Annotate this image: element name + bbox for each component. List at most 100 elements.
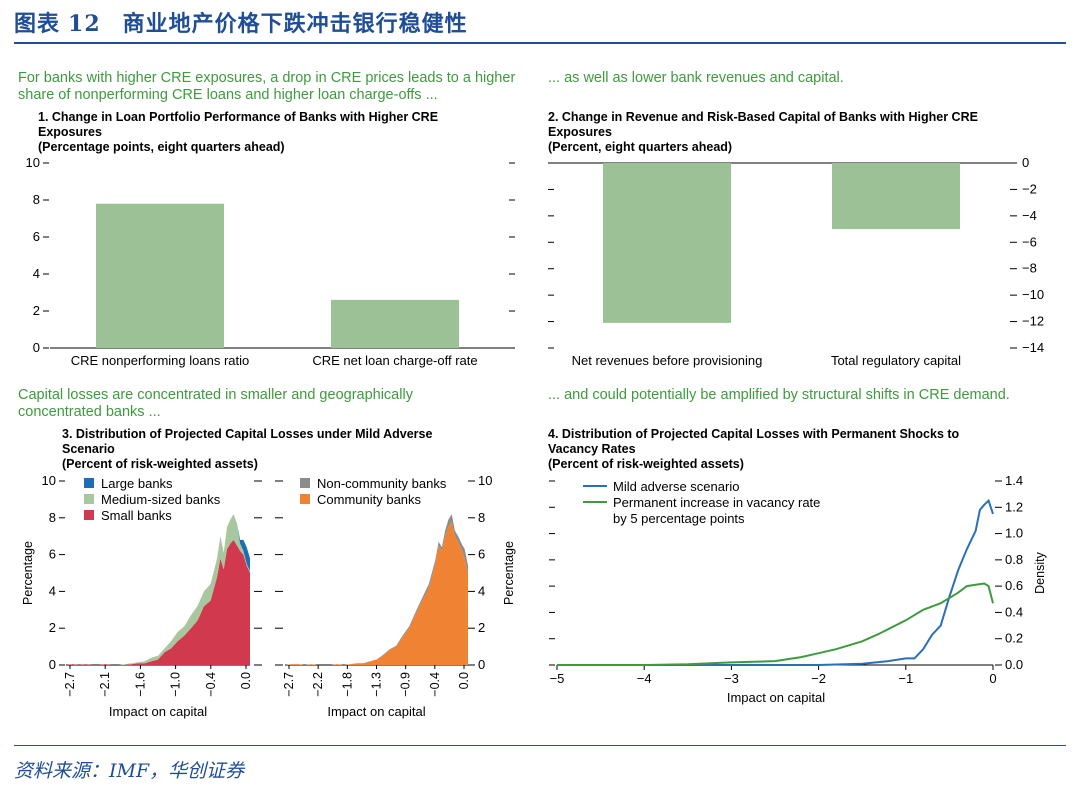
panel2-category-label-0: Net revenues before provisioning xyxy=(572,353,763,368)
panel1-category-label-0: CRE nonperforming loans ratio xyxy=(71,353,249,368)
figure-title: 商业地产价格下跌冲击银行稳健性 xyxy=(122,11,468,37)
panel4-ylabel: Density xyxy=(1033,551,1047,593)
panel2-category-label-1: Total regulatory capital xyxy=(831,353,961,368)
panel3a-legend-swatch-0 xyxy=(84,478,94,488)
caption-top-left: For banks with higher CRE exposures, a d… xyxy=(18,70,516,103)
panel3b-xlabel: Impact on capital xyxy=(327,704,425,719)
panel1-ytick-label-0: 0 xyxy=(33,340,40,355)
panel2-ytick-label-0: 0 xyxy=(1022,155,1029,170)
panel4-line-0 xyxy=(557,498,994,666)
panel4-xtick-label-0: −5 xyxy=(550,671,565,686)
panel1-bar-1 xyxy=(331,299,459,348)
panel4-ytick-label-2: 0.4 xyxy=(1005,604,1023,619)
panel4-legend-label-0: Mild adverse scenario xyxy=(613,479,739,494)
panel3b-legend-swatch-1 xyxy=(300,494,310,504)
panel4-xtick-label-1: −4 xyxy=(637,671,652,686)
panel3a-xtick-label-1: −2.1 xyxy=(98,672,112,697)
footer-rule xyxy=(14,745,1066,746)
panel3b-xtick-label-6: 0.0 xyxy=(457,672,471,689)
figure-header: 图表 12 商业地产价格下跌冲击银行稳健性 xyxy=(14,6,468,38)
panel3b-xtick-label-1: −2.2 xyxy=(311,672,325,697)
panel3a-xtick-label-2: −1.6 xyxy=(133,672,147,697)
panel3b-legend-label-0: Non-community banks xyxy=(317,476,447,491)
panel3a-legend-label-0: Large banks xyxy=(101,476,173,491)
panel4-subtitle: (Percent of risk-weighted assets) xyxy=(548,457,744,471)
panel3-ylabel-right: Percentage xyxy=(502,541,516,605)
panel3-ytick-label-left-3: 6 xyxy=(49,547,56,562)
panel3-ytick-label-left-1: 2 xyxy=(49,620,56,635)
panel3a-xtick-label-4: −0.4 xyxy=(204,672,218,697)
panel1-title: 1. Change in Loan Portfolio Performance … xyxy=(38,110,468,155)
panel3a-xtick-label-0: −2.7 xyxy=(63,672,77,697)
panel2-title-text: 2. Change in Revenue and Risk-Based Capi… xyxy=(548,110,978,139)
panel4-ytick-label-1: 0.2 xyxy=(1005,631,1023,646)
figure-label: 图表 xyxy=(14,11,61,37)
panel4-xtick-label-4: −1 xyxy=(898,671,913,686)
panel3a-area-0 xyxy=(66,539,250,665)
panel2-ytick-label-6: −12 xyxy=(1022,314,1044,329)
panel2-ytick-label-5: −10 xyxy=(1022,287,1044,302)
caption-top-right: ... as well as lower bank revenues and c… xyxy=(548,70,844,86)
panel1-ytick-label-3: 6 xyxy=(33,229,40,244)
panel3a-legend-swatch-2 xyxy=(84,510,94,520)
panel1-ytick-label-5: 10 xyxy=(26,155,40,170)
panel3a-legend-swatch-1 xyxy=(84,494,94,504)
panel2-ytick-label-2: −4 xyxy=(1022,208,1037,223)
panel1-bar-0 xyxy=(96,203,224,348)
panel3-ytick-label-right-4: 8 xyxy=(478,510,485,525)
panel3a-legend-label-2: Small banks xyxy=(101,508,172,523)
figure-number: 12 xyxy=(68,11,101,37)
panel3b-xtick-label-5: −0.4 xyxy=(428,672,442,697)
panel4-xtick-label-5: 0 xyxy=(989,671,996,686)
panel3-title: 3. Distribution of Projected Capital Los… xyxy=(62,427,482,472)
panel3b-legend-label-1: Community banks xyxy=(317,492,422,507)
panel4-ytick-label-6: 1.2 xyxy=(1005,499,1023,514)
caption-bottom-right: ... and could potentially be amplified b… xyxy=(548,387,1010,403)
panel2-bar-0 xyxy=(603,163,731,323)
panel1-ytick-label-4: 8 xyxy=(33,192,40,207)
panel1-ytick-label-2: 4 xyxy=(33,266,40,281)
caption-bottom-left: Capital losses are concentrated in small… xyxy=(18,387,413,420)
panel3b-area-0 xyxy=(285,521,468,665)
header-rule xyxy=(14,42,1066,44)
panel2-bar-1 xyxy=(832,163,960,230)
panel3-ytick-label-left-4: 8 xyxy=(49,510,56,525)
panel3b-xtick-label-2: −1.8 xyxy=(340,672,354,697)
panel3-ytick-label-left-2: 4 xyxy=(49,583,56,598)
panel3a-xtick-label-5: 0.0 xyxy=(239,672,253,689)
panel1-ytick-label-1: 2 xyxy=(33,303,40,318)
panel3b-legend-swatch-0 xyxy=(300,478,310,488)
panel1-title-text: 1. Change in Loan Portfolio Performance … xyxy=(38,110,439,139)
panel3-ylabel-left: Percentage xyxy=(21,541,35,605)
panel3b-xtick-label-4: −0.9 xyxy=(399,672,413,697)
panel4-ytick-label-0: 0.0 xyxy=(1005,657,1023,672)
panel4-ytick-label-3: 0.6 xyxy=(1005,578,1023,593)
panel3a-area-1 xyxy=(66,514,250,665)
panel3-ytick-label-right-3: 6 xyxy=(478,547,485,562)
panel3-ytick-label-right-0: 0 xyxy=(478,657,485,672)
panel1-subtitle: (Percentage points, eight quarters ahead… xyxy=(38,140,285,154)
panel3-ytick-label-right-5: 10 xyxy=(478,473,492,488)
panel4-legend-label-1b: by 5 percentage points xyxy=(613,511,745,526)
panel1-category-label-1: CRE net loan charge-off rate xyxy=(312,353,477,368)
panel3-subtitle: (Percent of risk-weighted assets) xyxy=(62,457,258,471)
panel4-title: 4. Distribution of Projected Capital Los… xyxy=(548,427,1008,472)
panel4-ytick-label-5: 1.0 xyxy=(1005,526,1023,541)
panel3a-legend-label-1: Medium-sized banks xyxy=(101,492,221,507)
panel4-xtick-label-3: −2 xyxy=(811,671,826,686)
panel4-ytick-label-7: 1.4 xyxy=(1005,473,1023,488)
panel4-title-text: 4. Distribution of Projected Capital Los… xyxy=(548,427,960,456)
panel3a-xlabel: Impact on capital xyxy=(109,704,207,719)
panel4-line-1 xyxy=(557,582,994,666)
panel2-ytick-label-3: −6 xyxy=(1022,234,1037,249)
panel2-ytick-label-1: −2 xyxy=(1022,181,1037,196)
panel3b-xtick-label-0: −2.7 xyxy=(282,672,296,697)
panel3a-xtick-label-3: −1.0 xyxy=(169,672,183,697)
panel4-xlabel: Impact on capital xyxy=(727,690,825,705)
panel4-legend-label-1a: Permanent increase in vacancy rate xyxy=(613,495,820,510)
panel3b-xtick-label-3: −1.3 xyxy=(370,672,384,697)
panel3-ytick-label-right-2: 4 xyxy=(478,583,485,598)
panel3-title-text: 3. Distribution of Projected Capital Los… xyxy=(62,427,433,456)
panel2-subtitle: (Percent, eight quarters ahead) xyxy=(548,140,733,154)
